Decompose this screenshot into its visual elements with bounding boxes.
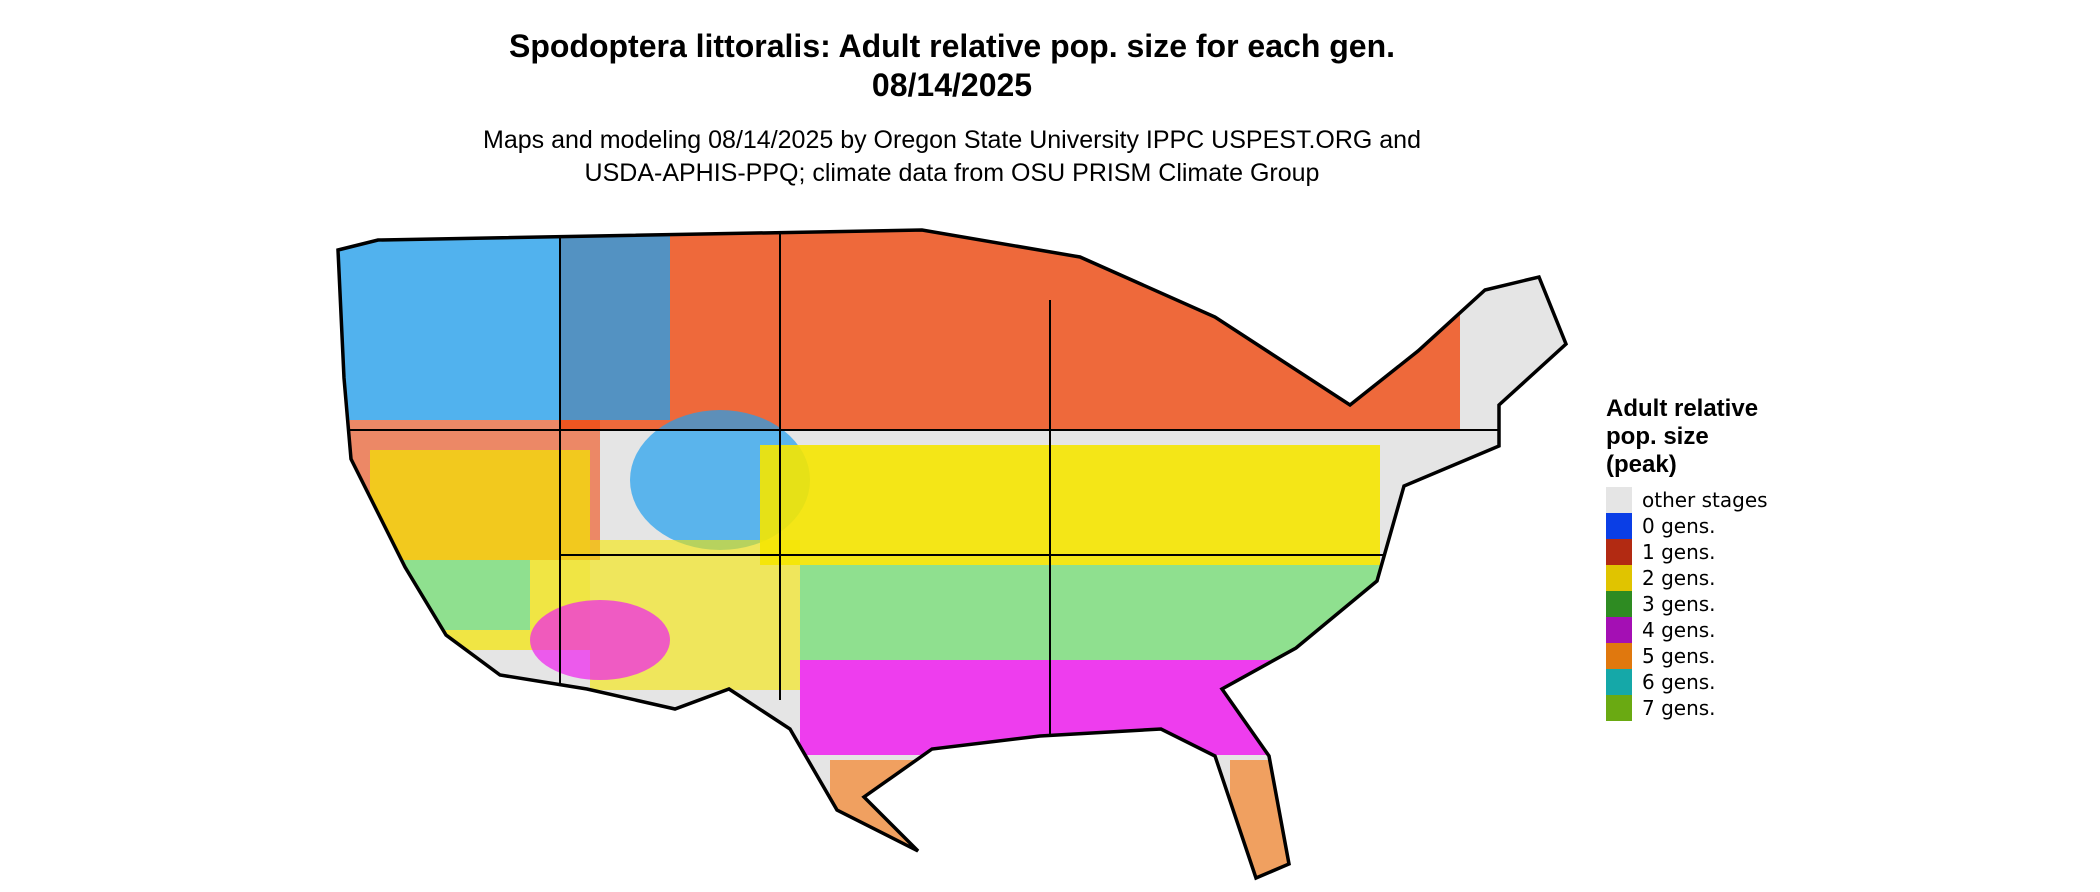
legend-title: Adult relative bbox=[1606, 395, 1758, 422]
legend-label: 5 gens. bbox=[1642, 644, 1716, 668]
legend-label: 3 gens. bbox=[1642, 592, 1716, 616]
legend-swatch bbox=[1606, 591, 1632, 617]
date: 08/14/2025 bbox=[872, 67, 1032, 103]
legend-swatch bbox=[1606, 539, 1632, 565]
legend-label: 2 gens. bbox=[1642, 566, 1716, 590]
legend-swatch bbox=[1606, 669, 1632, 695]
legend-swatch bbox=[1606, 643, 1632, 669]
legend-label: 0 gens. bbox=[1642, 514, 1716, 538]
legend-swatch bbox=[1606, 487, 1632, 513]
legend-label: 4 gens. bbox=[1642, 618, 1716, 642]
legend-label: 6 gens. bbox=[1642, 670, 1716, 694]
legend-label: 1 gens. bbox=[1642, 540, 1716, 564]
subtitle: USDA-APHIS-PPQ; climate data from OSU PR… bbox=[585, 159, 1320, 187]
legend-title: pop. size bbox=[1606, 423, 1709, 450]
legend-swatch bbox=[1606, 565, 1632, 591]
legend-swatch bbox=[1606, 617, 1632, 643]
subtitle: Maps and modeling 08/14/2025 by Oregon S… bbox=[483, 126, 1421, 154]
legend-title: (peak) bbox=[1606, 451, 1677, 478]
title: Spodoptera littoralis: Adult relative po… bbox=[509, 28, 1395, 64]
legend-label: 7 gens. bbox=[1642, 696, 1716, 720]
map bbox=[338, 230, 1566, 878]
legend-swatch bbox=[1606, 695, 1632, 721]
legend-label: other stages bbox=[1642, 488, 1768, 512]
legend-swatch bbox=[1606, 513, 1632, 539]
